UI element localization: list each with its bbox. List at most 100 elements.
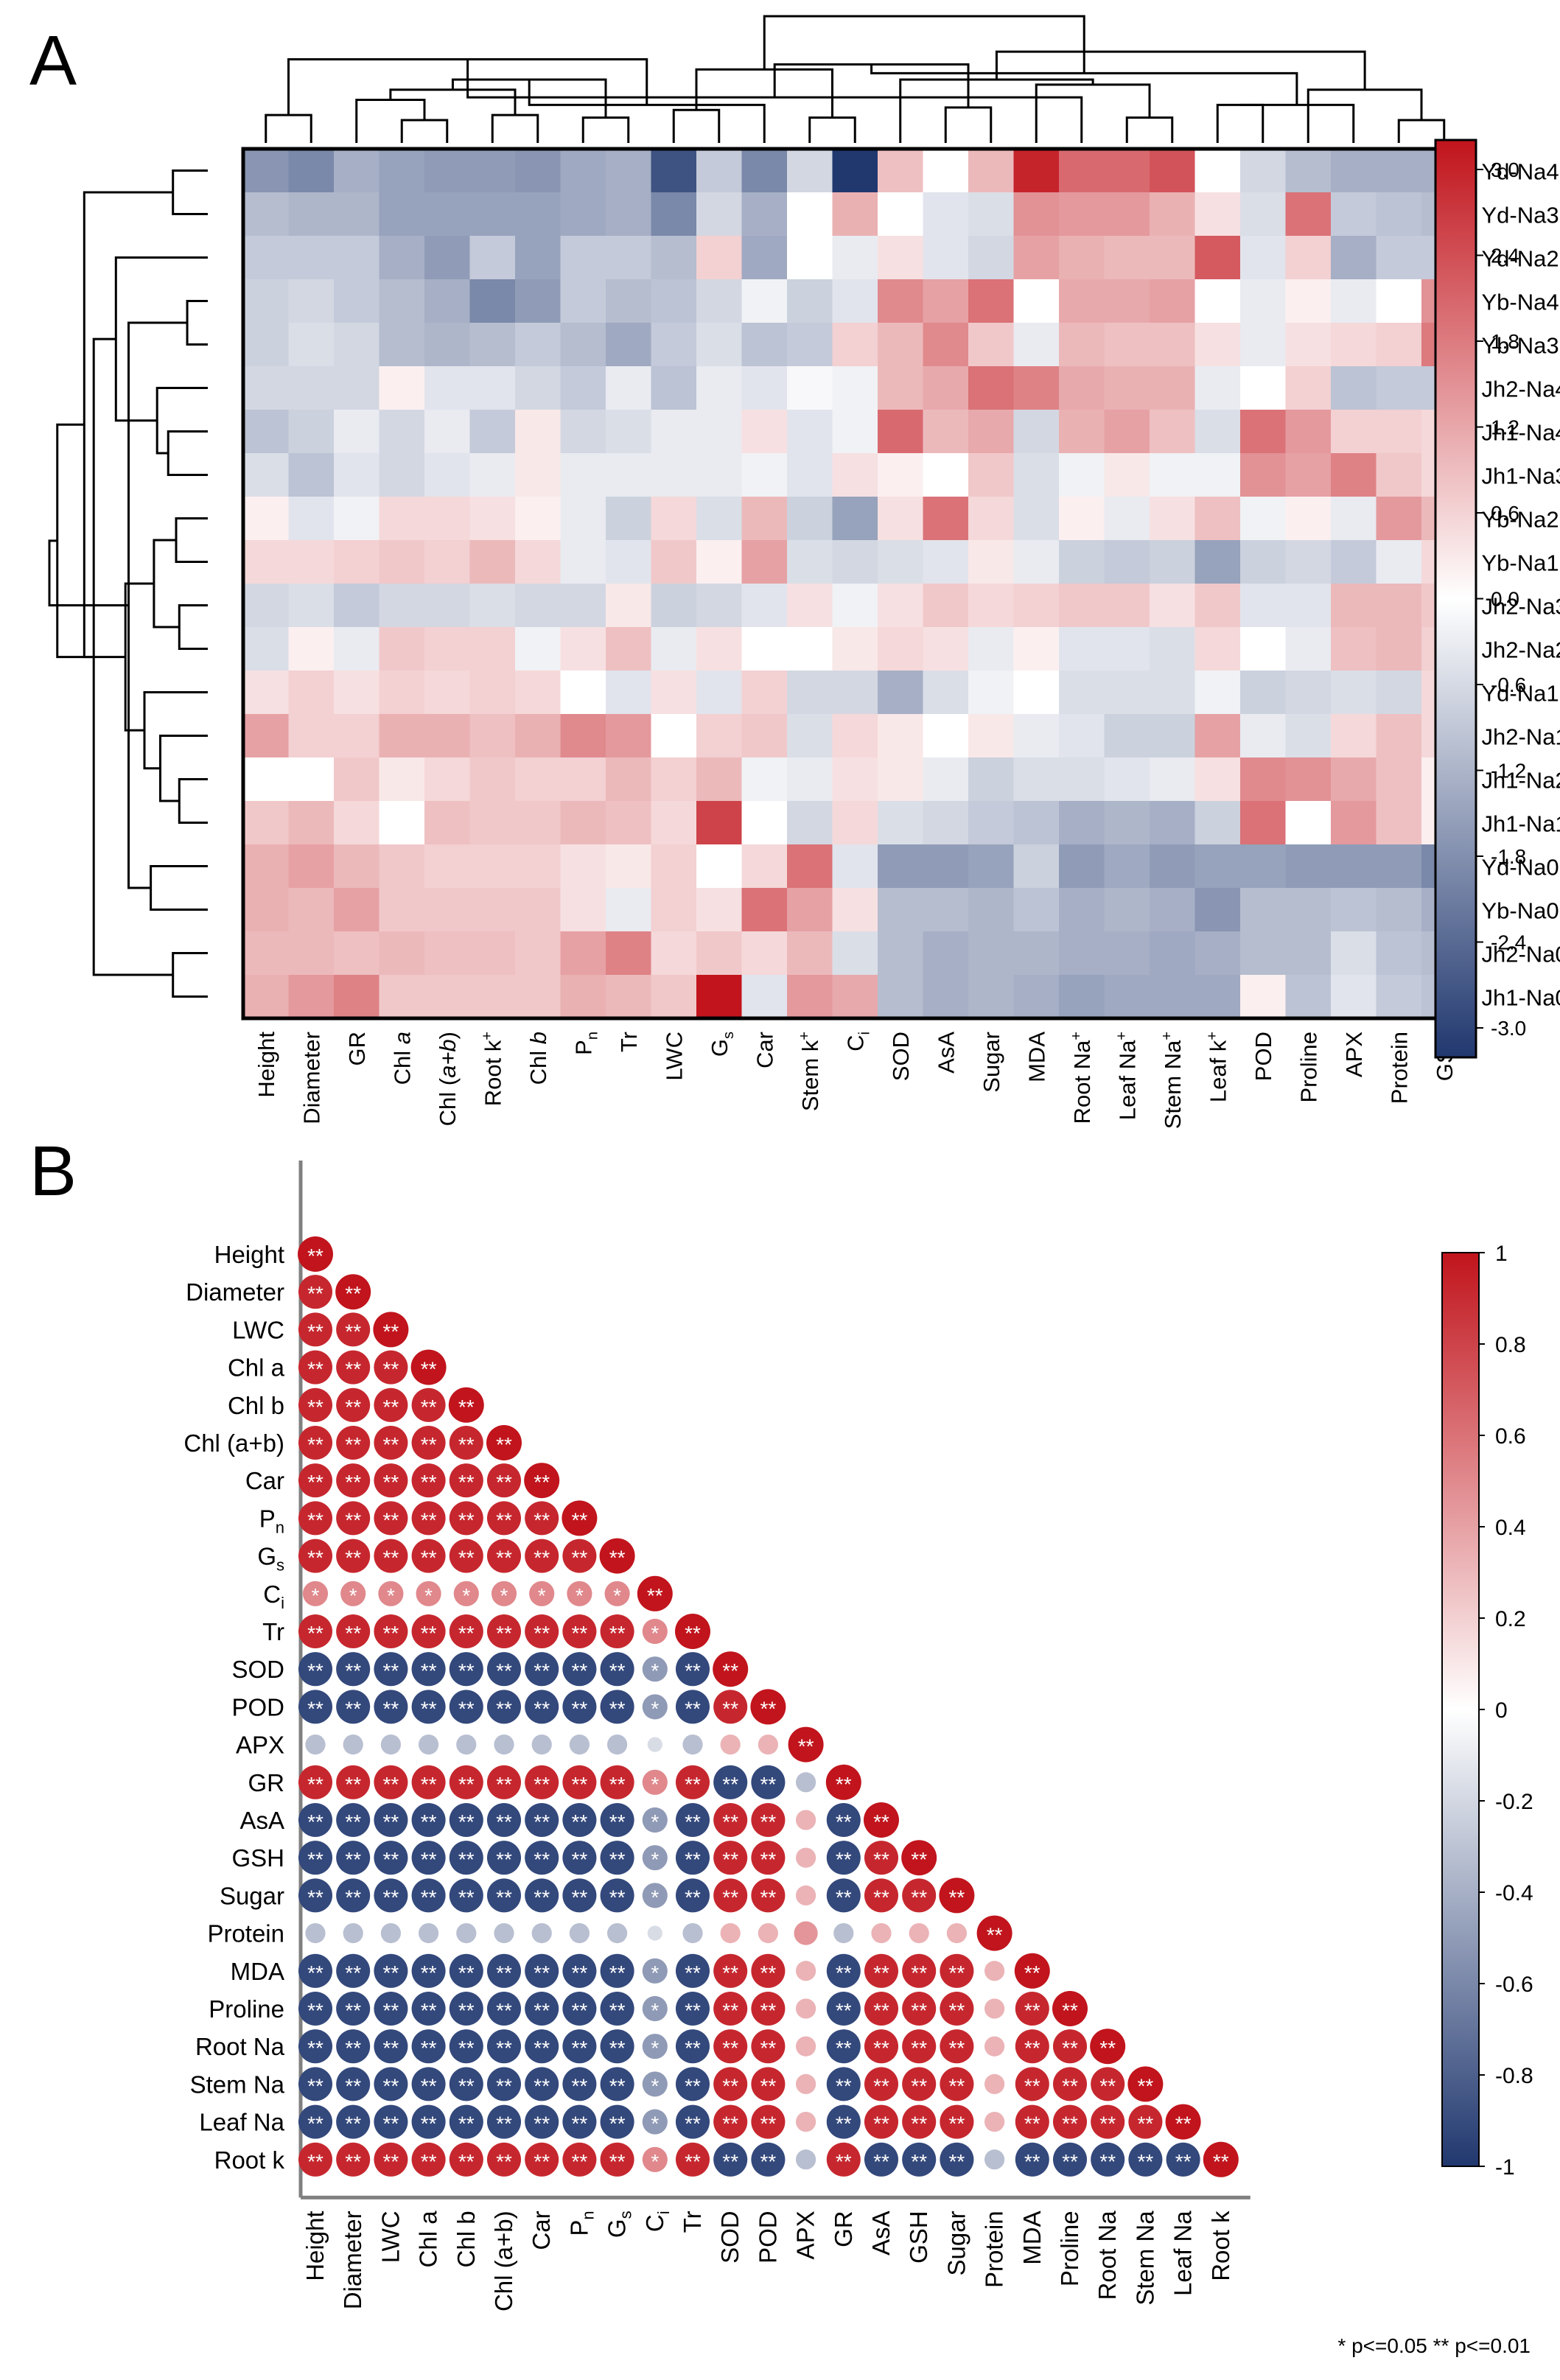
significance-mark: **: [949, 2074, 965, 2097]
heatmap-cell: [469, 410, 516, 454]
significance-mark: **: [911, 1999, 927, 2022]
significance-mark: **: [1138, 2150, 1154, 2173]
correlation-circle: [600, 1614, 634, 1649]
correlation-circle: [606, 1922, 628, 1944]
heatmap-row-label: Jh2-Na3: [1482, 594, 1560, 620]
heatmap-cell: [334, 540, 380, 584]
correlation-circle: [600, 2142, 634, 2177]
significance-mark: *: [613, 1584, 621, 1607]
heatmap-cell: [923, 453, 969, 497]
heatmap-cell: [424, 888, 471, 932]
correlation-circle: [449, 1690, 483, 1724]
heatmap-cell: [787, 931, 833, 976]
significance-mark: **: [572, 1547, 588, 1569]
significance-mark: **: [1062, 1999, 1078, 2022]
heatmap-cell: [334, 497, 380, 541]
dendrogram-branch: [672, 108, 721, 143]
significance-mark: *: [349, 1584, 357, 1607]
dendrogram-branch: [159, 735, 208, 802]
heatmap-cell: [1240, 888, 1287, 932]
heatmap-cell: [1104, 801, 1150, 845]
heatmap-cell: [832, 844, 878, 889]
significance-mark: **: [911, 2074, 927, 2097]
colorbar-a-bar: [1434, 139, 1477, 1059]
correlation-circle: [946, 1922, 968, 1944]
correlation-circle: [562, 1500, 598, 1536]
heatmap-cell: [832, 888, 878, 932]
significance-mark: **: [836, 1961, 852, 1984]
colorbar-a-tick-label: 1.2: [1491, 416, 1519, 439]
correlation-column-label: MDA: [1018, 2211, 1046, 2264]
significance-mark: **: [345, 1622, 361, 1645]
heatmap-cell: [243, 844, 290, 889]
correlation-circle: [374, 1501, 408, 1536]
correlation-column-label: Ci: [641, 2211, 673, 2232]
correlation-circle: [1015, 2029, 1049, 2064]
heatmap-cell: [424, 323, 471, 367]
colorbar-b: 1 0.8 0.6 0.4 0.2 0 -0.2 -0.4 -0.6 -0.8 -1: [1441, 1242, 1533, 2180]
heatmap-cell: [334, 366, 380, 410]
heatmap-column-label: Gs: [707, 1032, 737, 1057]
correlation-circle: [298, 1539, 333, 1573]
heatmap-cell: [1331, 149, 1377, 193]
dendrogram-branch: [491, 113, 539, 143]
significance-mark: **: [534, 1848, 550, 1871]
heatmap-cell: [515, 931, 562, 976]
colorbar-b-tick-label: -0.4: [1495, 1881, 1533, 1905]
heatmap-cell: [469, 975, 516, 1019]
significance-mark: **: [760, 1810, 777, 1833]
correlation-circle: [449, 1878, 483, 1913]
dendrogram-branch: [167, 430, 208, 476]
correlation-circle: [864, 2104, 899, 2139]
heatmap-cell: [424, 279, 471, 323]
correlation-circle: [569, 1734, 590, 1755]
correlation-circle: [795, 2036, 816, 2057]
heatmap-cell: [424, 236, 471, 280]
correlation-circle: [525, 1690, 559, 1724]
dendrogram-branch: [400, 119, 449, 143]
heatmap-cell: [968, 714, 1015, 758]
heatmap-cell: [696, 279, 743, 323]
correlation-circle: [298, 1878, 333, 1913]
significance-mark: **: [383, 1697, 399, 1720]
significance-mark: **: [421, 2113, 437, 2135]
significance-mark: **: [1024, 2037, 1040, 2059]
significance-mark: *: [651, 1810, 659, 1833]
heatmap-cell: [741, 757, 788, 802]
correlation-circle: [486, 1614, 522, 1649]
heatmap-cell: [1285, 453, 1332, 497]
significance-mark: **: [458, 1508, 475, 1531]
heatmap-column-label: Sugar: [979, 1032, 1004, 1093]
heatmap-cell: [1150, 236, 1196, 280]
correlation-circle: [298, 1387, 333, 1422]
heatmap-cell: [1150, 279, 1196, 323]
heatmap-cell: [424, 192, 471, 237]
colorbar-b-tick-label: 1: [1495, 1242, 1508, 1266]
correlation-circle: [1014, 1953, 1050, 1989]
heatmap-cell: [379, 714, 425, 758]
correlation-circle: [298, 1350, 333, 1385]
heatmap-column-label: Proline: [1295, 1032, 1321, 1103]
heatmap-cell: [243, 366, 290, 410]
heatmap-cell: [1059, 714, 1105, 758]
significance-mark: **: [534, 1810, 550, 1833]
correlation-row-label: Stem Na: [190, 2071, 285, 2098]
heatmap-cell: [515, 844, 562, 889]
correlation-circle: [720, 1734, 741, 1755]
heatmap-cell: [1331, 323, 1377, 367]
correlation-circle: [374, 1878, 408, 1913]
heatmap-cell: [606, 627, 652, 671]
heatmap-cell: [1331, 671, 1377, 715]
correlation-circle: [525, 1765, 559, 1799]
correlation-panel-b: **** **** ** **** ** ** **** ** ** ** **** ** ** ** **…: [183, 1161, 1533, 2311]
correlation-row-label: MDA: [231, 1958, 284, 1985]
heatmap-cell: [968, 801, 1015, 845]
correlation-circle: [374, 1765, 408, 1799]
correlation-circle: [642, 2146, 668, 2172]
heatmap-cell: [1285, 888, 1332, 932]
significance-mark: **: [534, 1547, 550, 1569]
correlation-circle: [984, 2073, 1005, 2095]
significance-mark: **: [1175, 2113, 1192, 2135]
significance-mark: **: [458, 1886, 475, 1908]
significance-mark: **: [949, 1886, 965, 1908]
